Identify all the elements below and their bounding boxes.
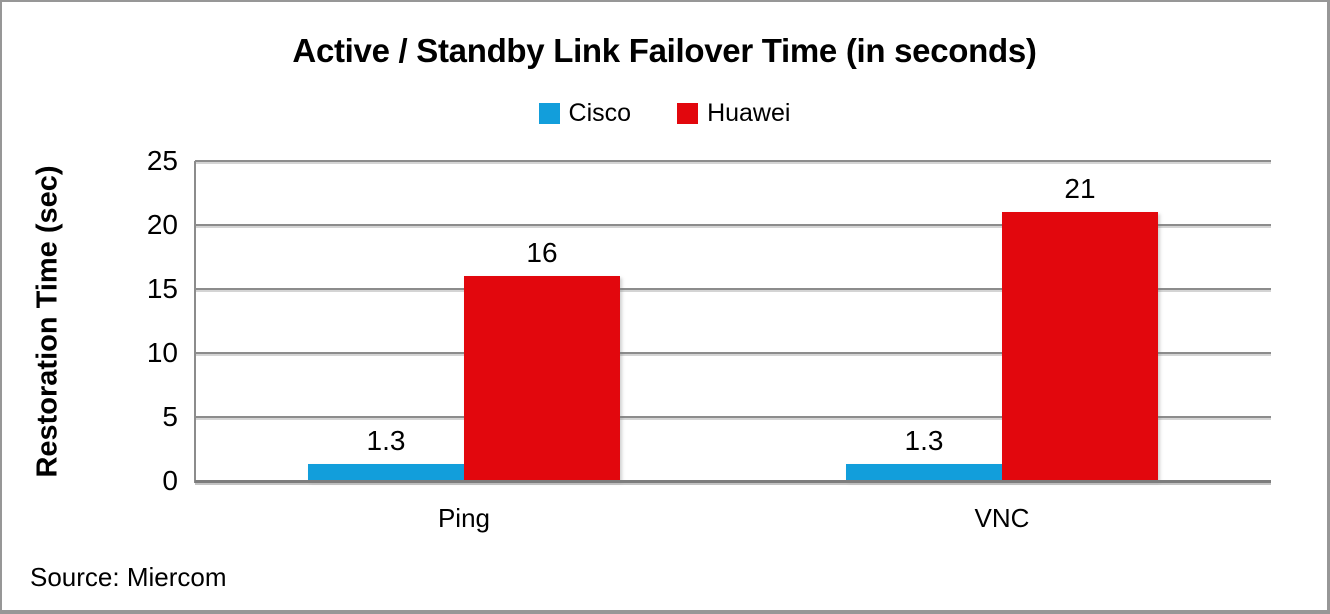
bar-value-label-huawei-vnc: 21: [1064, 173, 1096, 204]
bar-huawei-vnc: [1002, 212, 1158, 481]
gridline-5: [195, 416, 1271, 418]
chart-title: Active / Standby Link Failover Time (in …: [292, 32, 1037, 69]
legend-item-huawei: Huawei: [677, 99, 790, 128]
y-tick-label-20: 20: [146, 209, 178, 240]
gridline-10: [195, 352, 1271, 354]
category-label-ping: Ping: [437, 503, 491, 533]
bar-value-label-cisco-ping: 1.3: [366, 425, 406, 456]
y-axis-line: [194, 161, 196, 483]
source-note: Source: Miercom: [30, 562, 227, 592]
huawei-series-swatch: [677, 103, 699, 124]
y-tick-label-10: 10: [146, 337, 178, 368]
legend-item-cisco: Cisco: [538, 99, 632, 128]
y-axis-title-text: Restoration Time (sec): [31, 164, 64, 478]
x-axis-baseline: [195, 480, 1271, 483]
y-tick-label-25: 25: [146, 145, 178, 176]
bar-huawei-ping: [464, 276, 620, 481]
legend-label-huawei: Huawei: [707, 99, 791, 127]
bar-cisco-vnc: [846, 464, 1002, 481]
legend: Cisco Huawei: [2, 99, 1327, 128]
cisco-series-swatch: [538, 103, 560, 124]
bar-value-label-huawei-ping: 16: [526, 237, 558, 268]
gridline-15: [195, 288, 1271, 290]
bar-cisco-ping: [308, 464, 464, 481]
bar-value-label-cisco-vnc: 1.3: [904, 425, 944, 456]
category-label-vnc: VNC: [974, 503, 1030, 533]
y-axis-title: Restoration Time (sec): [10, 161, 86, 481]
y-tick-label-5: 5: [162, 401, 178, 432]
gridline-25: [195, 160, 1271, 162]
legend-label-cisco: Cisco: [568, 99, 632, 127]
y-tick-label-15: 15: [146, 273, 178, 304]
gridline-20: [195, 224, 1271, 226]
y-tick-label-0: 0: [162, 465, 178, 496]
